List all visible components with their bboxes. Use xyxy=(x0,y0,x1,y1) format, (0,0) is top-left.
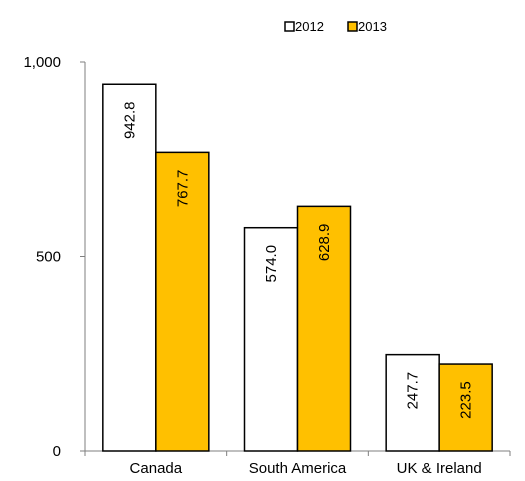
x-tick-label: UK & Ireland xyxy=(397,460,482,477)
y-tick-label: 1,000 xyxy=(23,54,61,71)
legend: 2012 2013 xyxy=(284,19,387,34)
bar-2013-0 xyxy=(155,151,210,452)
bar-2012-1 xyxy=(243,226,299,452)
data-label-2013-2: 223.5 xyxy=(458,381,475,419)
x-tick-label: South America xyxy=(249,460,347,477)
legend-label-2012: 2012 xyxy=(295,19,324,34)
legend-swatch-2012 xyxy=(284,21,295,32)
legend-label-2013: 2013 xyxy=(358,19,387,34)
y-axis: 0 500 1,000 xyxy=(23,54,86,460)
data-label-2012-0: 942.8 xyxy=(121,101,138,139)
data-label-2012-1: 574.0 xyxy=(263,245,280,283)
y-tick-label: 0 xyxy=(53,443,61,460)
bars xyxy=(102,83,493,452)
bar-2012-2 xyxy=(385,353,440,452)
x-axis: Canada South America UK & Ireland xyxy=(84,450,511,477)
data-label-2013-0: 767.7 xyxy=(174,170,191,208)
data-label-2013-1: 628.9 xyxy=(316,224,333,262)
bar-2013-1 xyxy=(296,205,352,452)
bar-2013-2 xyxy=(438,363,493,452)
data-labels: 942.8 574.0 247.7 767.7 628.9 223.5 xyxy=(121,101,474,418)
data-label-2012-2: 247.7 xyxy=(405,372,422,410)
legend-swatch-2013 xyxy=(347,21,358,32)
x-tick-label: Canada xyxy=(130,460,183,477)
y-tick-label: 500 xyxy=(36,249,61,266)
